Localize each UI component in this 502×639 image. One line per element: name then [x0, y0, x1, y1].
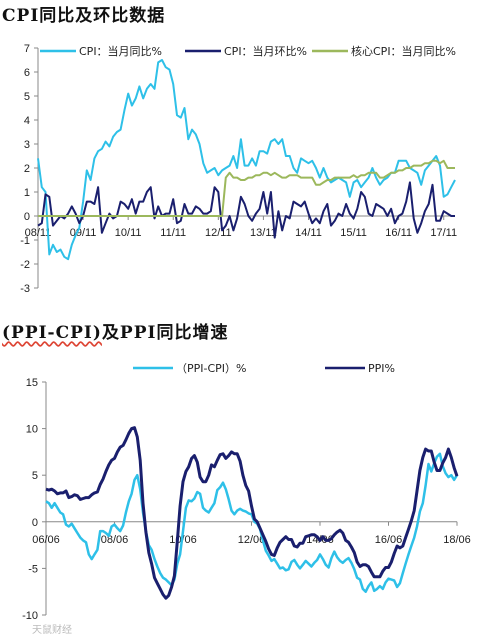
y-tick-label: -1 [20, 235, 30, 247]
series-line [37, 181, 455, 239]
x-tick-label: 13/11 [250, 227, 277, 239]
y-tick-label: -10 [22, 610, 38, 622]
series-line [38, 159, 455, 217]
y-tick-label: 5 [24, 91, 30, 103]
y-tick-label: 3 [24, 139, 30, 151]
y-tick-label: 10 [26, 424, 38, 436]
cpi-chart: -3 -2 -1 0 1 2 3 4 5 6 7 08/11 09/11 10/11 11/11 12/11 1… [20, 43, 457, 295]
y-tick-label: 2 [24, 163, 30, 175]
y-tick-label: 15 [26, 377, 38, 389]
legend-label: CPI：当月同比% [79, 44, 162, 58]
x-tick-label: 10/11 [115, 227, 142, 239]
legend-label: PPI% [368, 362, 395, 375]
chart2-title-rest: 及PPI同比增速 [101, 323, 229, 343]
x-tick-label: 11/11 [160, 227, 186, 239]
y-tick-label: 4 [24, 115, 30, 127]
y-tick-label: 7 [24, 43, 30, 55]
series-line [45, 426, 459, 600]
legend-label: （PPI-CPI）% [176, 362, 247, 375]
y-tick-label: 0 [32, 517, 38, 529]
x-tick-label: 14/11 [295, 227, 322, 239]
y-tick-label: 0 [24, 211, 30, 223]
x-tick-label: 08/06 [101, 534, 129, 546]
legend-label: 核心CPI：当月同比% [351, 44, 456, 58]
x-tick-label: 08/11 [25, 227, 52, 239]
x-tick-label: 16/11 [385, 227, 412, 239]
y-tick-label: -5 [28, 563, 38, 575]
chart2-title: (PPI-CPI)及PPI同比增速 [2, 318, 228, 343]
x-tick-label: 17/11 [430, 227, 457, 239]
x-tick-label: 18/06 [443, 534, 471, 546]
x-tick-label: 12/11 [205, 227, 232, 239]
x-tick-label: 12/06 [238, 534, 266, 546]
x-tick-label: 06/06 [32, 534, 60, 546]
series-line [45, 452, 459, 593]
chart2-title-paren: (PPI-CPI) [2, 323, 102, 343]
y-tick-label: -3 [20, 283, 30, 295]
y-tick-label: -2 [20, 259, 30, 271]
y-tick-label: 5 [32, 470, 38, 482]
legend-label: CPI：当月环比% [224, 44, 307, 58]
x-tick-label: 09/11 [70, 227, 97, 239]
x-tick-label: 15/11 [340, 227, 367, 239]
y-tick-label: 1 [24, 187, 30, 199]
x-tick-label: 16/06 [375, 534, 403, 546]
chart1-title: CPI同比及环比数据 [2, 6, 166, 26]
y-tick-label: 6 [24, 67, 30, 79]
series-line [37, 59, 456, 261]
watermark: 天鼠财经 [32, 625, 72, 636]
